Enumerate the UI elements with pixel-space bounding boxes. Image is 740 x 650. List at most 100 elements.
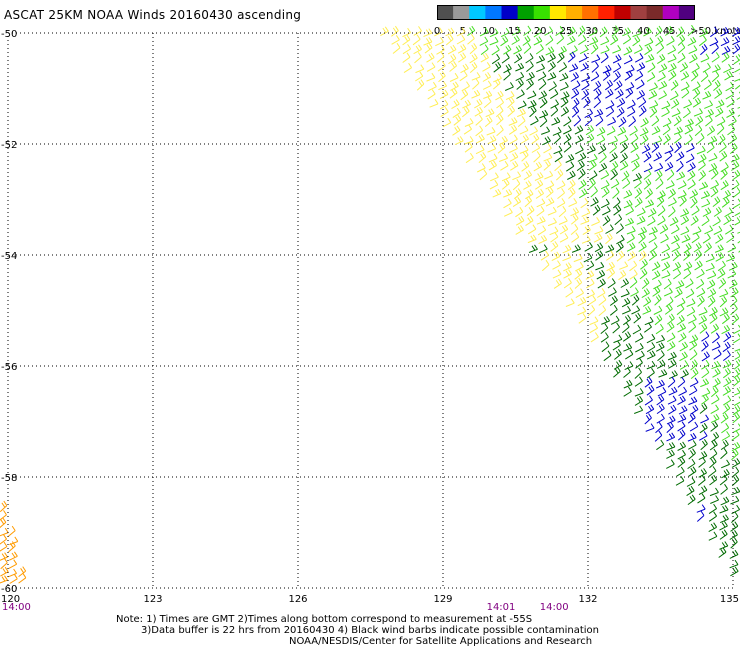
wind-barb (674, 288, 683, 299)
wind-barb (18, 566, 27, 577)
wind-barb (580, 197, 589, 209)
wind-barb (655, 422, 663, 434)
wind-barb (680, 71, 690, 81)
wind-barb (721, 52, 730, 63)
wind-barb (730, 566, 739, 577)
wind-barb (690, 359, 698, 371)
wind-barb (544, 170, 554, 180)
wind-barb (590, 197, 599, 207)
wind-barb (677, 441, 687, 451)
wind-barb (641, 288, 650, 299)
wind-barb (475, 114, 483, 126)
wind-barb (731, 511, 739, 523)
wind-barb (416, 79, 425, 91)
wind-barb (658, 90, 668, 100)
wind-barb (643, 169, 652, 180)
wind-barb (570, 223, 579, 235)
wind-barb (680, 215, 690, 226)
wind-barb (566, 35, 576, 46)
wind-barb (609, 142, 617, 154)
wind-barb (688, 314, 697, 324)
wind-barb (653, 135, 663, 145)
wind-barb (625, 87, 634, 99)
wind-barb (582, 225, 591, 236)
wind-barb (656, 413, 665, 424)
wind-barb (722, 341, 731, 353)
wind-barb (636, 79, 645, 90)
wind-barb (553, 145, 563, 155)
wind-barb (391, 35, 400, 45)
wind-barb (719, 151, 728, 162)
wind-barb (667, 313, 675, 325)
wind-barb (708, 522, 718, 533)
wind-barb (705, 253, 715, 263)
wind-barb (544, 26, 553, 36)
wind-barb (600, 36, 610, 46)
wind-barb (558, 216, 568, 225)
wind-barb (734, 206, 740, 217)
wind-barb (634, 388, 644, 397)
time-label: 14:00 (540, 602, 569, 612)
wind-barb (574, 134, 584, 144)
wind-barb (692, 81, 701, 92)
wind-barb (677, 190, 687, 199)
wind-barb (586, 145, 596, 154)
wind-barb (681, 87, 690, 99)
wind-barb (550, 105, 559, 117)
wind-barb (616, 223, 624, 234)
wind-barb (654, 430, 663, 442)
wind-barb (708, 511, 718, 522)
wind-barb (737, 114, 740, 117)
wind-barb (634, 395, 644, 406)
wind-barb (677, 457, 686, 468)
wind-barb (725, 81, 734, 92)
wind-barb (578, 53, 588, 63)
wind-barb (655, 178, 664, 190)
wind-barb (519, 145, 529, 154)
wind-barb (653, 305, 663, 315)
wind-barb (436, 51, 445, 63)
wind-barb (734, 350, 740, 360)
footnotes: Note: 1) Times are GMT 2)Times along bot… (116, 614, 599, 647)
wind-barb (719, 288, 729, 298)
wind-barb (622, 331, 632, 342)
wind-barb (686, 485, 695, 497)
wind-barb (509, 134, 518, 145)
wind-barb (676, 171, 686, 181)
wind-barb (731, 504, 740, 515)
wind-barb (638, 232, 646, 244)
wind-barb (710, 323, 720, 334)
wind-barb (536, 198, 546, 208)
wind-barb (614, 80, 623, 91)
wind-barb (673, 115, 682, 127)
wind-barb (489, 28, 499, 38)
wind-barb (688, 45, 698, 55)
wind-barb (533, 161, 543, 172)
wind-barb (701, 198, 711, 208)
wind-barb (710, 421, 719, 432)
wind-barb (636, 89, 646, 100)
latitude-label: -58 (1, 473, 17, 484)
wind-barb (636, 350, 645, 361)
wind-barb (627, 107, 636, 117)
wind-barb (620, 288, 630, 298)
wind-barb (452, 107, 461, 119)
wind-barb (671, 242, 681, 253)
colorbar-swatch (566, 5, 583, 20)
wind-barb (655, 323, 664, 335)
wind-barb (536, 63, 546, 73)
wind-barb (503, 207, 513, 217)
wind-barb (634, 376, 643, 387)
wind-barb (696, 287, 706, 298)
wind-barb (567, 179, 576, 191)
wind-barb (669, 216, 679, 226)
wind-barb (602, 206, 611, 216)
wind-barb (615, 242, 624, 253)
wind-barb (711, 360, 721, 370)
wind-barb (721, 313, 730, 325)
wind-barb (727, 269, 737, 279)
wind-barb (569, 63, 579, 72)
wind-barb (590, 43, 599, 55)
wind-barb (509, 152, 519, 162)
wind-barb (464, 142, 473, 153)
